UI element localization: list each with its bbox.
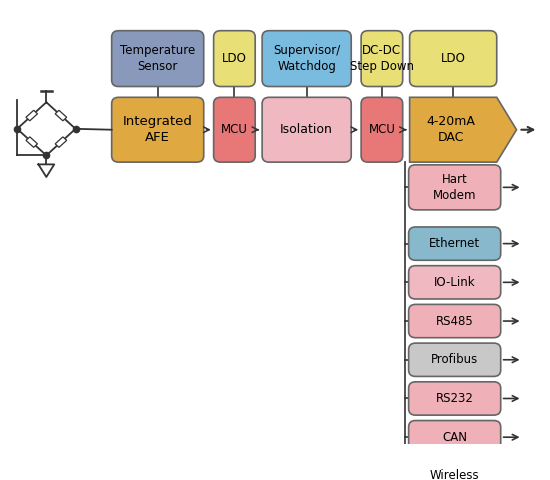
FancyBboxPatch shape — [361, 97, 403, 162]
FancyBboxPatch shape — [410, 31, 497, 86]
FancyBboxPatch shape — [409, 382, 500, 415]
FancyBboxPatch shape — [409, 343, 500, 376]
Text: LDO: LDO — [441, 52, 466, 65]
Bar — [26, 110, 37, 121]
Text: Hart
Modem: Hart Modem — [433, 173, 476, 202]
Text: Supervisor/
Watchdog: Supervisor/ Watchdog — [273, 44, 340, 73]
FancyBboxPatch shape — [213, 31, 255, 86]
FancyBboxPatch shape — [112, 31, 204, 86]
FancyBboxPatch shape — [409, 265, 500, 299]
Polygon shape — [410, 97, 516, 162]
Text: LDO: LDO — [222, 52, 247, 65]
Text: 4-20mA
DAC: 4-20mA DAC — [427, 115, 476, 144]
Bar — [55, 110, 67, 121]
FancyBboxPatch shape — [409, 227, 500, 260]
Bar — [55, 137, 67, 147]
Text: RS485: RS485 — [436, 314, 474, 327]
Bar — [26, 137, 37, 147]
Text: CAN: CAN — [442, 431, 467, 444]
Text: DC-DC
Step Down: DC-DC Step Down — [350, 44, 414, 73]
FancyBboxPatch shape — [409, 304, 500, 338]
FancyBboxPatch shape — [361, 31, 403, 86]
FancyBboxPatch shape — [262, 31, 351, 86]
FancyBboxPatch shape — [213, 97, 255, 162]
Text: Wireless: Wireless — [430, 469, 480, 480]
Text: RS232: RS232 — [436, 392, 474, 405]
Text: MCU: MCU — [368, 123, 395, 136]
Text: Profibus: Profibus — [431, 353, 478, 366]
Text: MCU: MCU — [221, 123, 248, 136]
FancyBboxPatch shape — [409, 165, 500, 210]
FancyBboxPatch shape — [409, 420, 500, 454]
Text: Integrated
AFE: Integrated AFE — [123, 115, 192, 144]
Text: IO-Link: IO-Link — [434, 276, 476, 289]
Text: Isolation: Isolation — [280, 123, 333, 136]
Text: Ethernet: Ethernet — [429, 237, 480, 250]
FancyBboxPatch shape — [409, 459, 500, 480]
Text: Temperature
Sensor: Temperature Sensor — [120, 44, 195, 73]
FancyBboxPatch shape — [112, 97, 204, 162]
FancyBboxPatch shape — [262, 97, 351, 162]
